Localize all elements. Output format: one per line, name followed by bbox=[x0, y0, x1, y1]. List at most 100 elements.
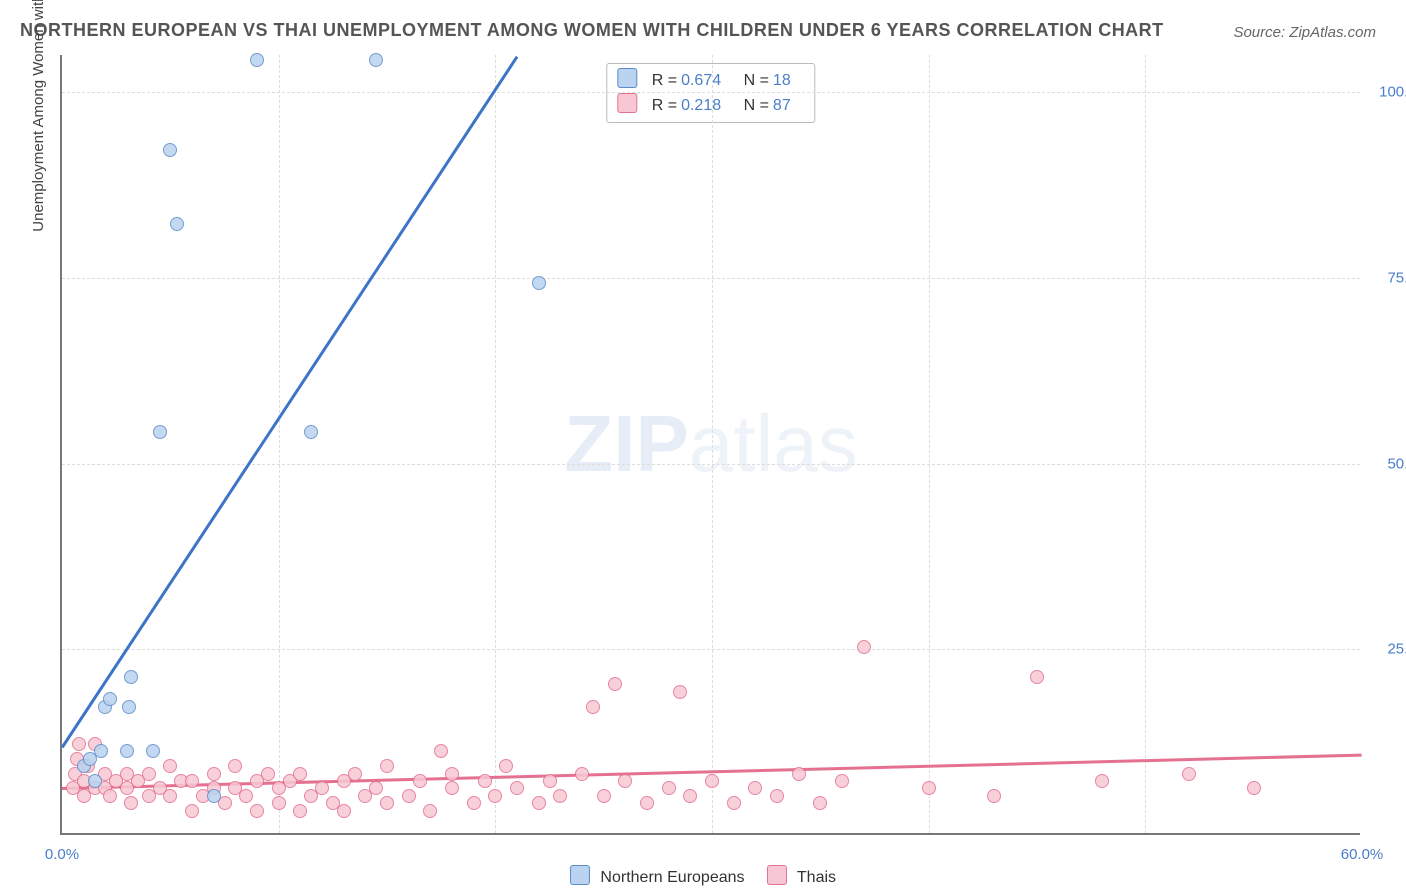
legend-swatch-a bbox=[570, 865, 590, 885]
scatter-point-b bbox=[423, 804, 437, 818]
scatter-point-b bbox=[727, 796, 741, 810]
gridline-h bbox=[62, 464, 1360, 465]
scatter-point-b bbox=[445, 781, 459, 795]
gridline-h bbox=[62, 92, 1360, 93]
scatter-point-b bbox=[575, 767, 589, 781]
scatter-point-b bbox=[239, 789, 253, 803]
gridline-v bbox=[712, 55, 713, 833]
scatter-point-b bbox=[673, 685, 687, 699]
watermark: ZIPatlas bbox=[564, 398, 857, 490]
scatter-point-b bbox=[369, 781, 383, 795]
scatter-point-b bbox=[293, 804, 307, 818]
scatter-point-a bbox=[120, 744, 134, 758]
scatter-point-b bbox=[163, 759, 177, 773]
scatter-point-a bbox=[532, 276, 546, 290]
scatter-point-b bbox=[987, 789, 1001, 803]
scatter-point-b bbox=[72, 737, 86, 751]
scatter-point-b bbox=[124, 796, 138, 810]
scatter-point-b bbox=[922, 781, 936, 795]
scatter-point-b bbox=[1030, 670, 1044, 684]
scatter-point-b bbox=[499, 759, 513, 773]
scatter-point-a bbox=[94, 744, 108, 758]
scatter-point-b bbox=[413, 774, 427, 788]
scatter-point-b bbox=[618, 774, 632, 788]
gridline-v bbox=[1145, 55, 1146, 833]
scatter-point-b bbox=[857, 640, 871, 654]
swatch-b bbox=[617, 93, 637, 113]
scatter-point-a bbox=[170, 217, 184, 231]
scatter-point-b bbox=[478, 774, 492, 788]
source-label: Source: ZipAtlas.com bbox=[1233, 24, 1376, 41]
gridline-v bbox=[929, 55, 930, 833]
scatter-point-b bbox=[380, 759, 394, 773]
scatter-point-b bbox=[207, 767, 221, 781]
scatter-point-b bbox=[272, 796, 286, 810]
scatter-point-b bbox=[250, 804, 264, 818]
xtick-label-left: 0.0% bbox=[45, 846, 79, 863]
xtick-label-right: 60.0% bbox=[1341, 846, 1384, 863]
scatter-point-b bbox=[185, 774, 199, 788]
scatter-point-b bbox=[261, 767, 275, 781]
scatter-point-b bbox=[402, 789, 416, 803]
scatter-point-b bbox=[445, 767, 459, 781]
scatter-point-b bbox=[348, 767, 362, 781]
regression-line-a bbox=[61, 56, 518, 748]
scatter-point-b bbox=[1095, 774, 1109, 788]
scatter-point-b bbox=[705, 774, 719, 788]
stats-row-b: R =0.218 N =87 bbox=[617, 93, 804, 118]
y-axis-label: Unemployment Among Women with Children U… bbox=[30, 0, 47, 232]
scatter-point-b bbox=[640, 796, 654, 810]
legend-label-b: Thais bbox=[797, 869, 836, 886]
scatter-point-b bbox=[337, 804, 351, 818]
gridline-v bbox=[495, 55, 496, 833]
scatter-point-b bbox=[770, 789, 784, 803]
scatter-point-a bbox=[88, 774, 102, 788]
chart-title: NORTHERN EUROPEAN VS THAI UNEMPLOYMENT A… bbox=[20, 20, 1164, 41]
scatter-point-b bbox=[748, 781, 762, 795]
legend-swatch-b bbox=[767, 865, 787, 885]
ytick-label: 50.0% bbox=[1370, 455, 1406, 472]
scatter-point-a bbox=[122, 700, 136, 714]
swatch-a bbox=[617, 68, 637, 88]
scatter-point-b bbox=[467, 796, 481, 810]
scatter-point-a bbox=[163, 143, 177, 157]
scatter-point-b bbox=[597, 789, 611, 803]
scatter-point-a bbox=[207, 789, 221, 803]
gridline-v bbox=[279, 55, 280, 833]
plot-area: ZIPatlas R =0.674 N =18 R =0.218 N =87 2… bbox=[60, 55, 1360, 835]
scatter-point-a bbox=[250, 53, 264, 67]
scatter-point-a bbox=[146, 744, 160, 758]
scatter-point-b bbox=[813, 796, 827, 810]
legend-label-a: Northern Europeans bbox=[600, 869, 744, 886]
legend-bottom: Northern Europeans Thais bbox=[570, 865, 836, 887]
ytick-label: 100.0% bbox=[1370, 84, 1406, 101]
scatter-point-b bbox=[553, 789, 567, 803]
ytick-label: 75.0% bbox=[1370, 269, 1406, 286]
scatter-point-b bbox=[142, 767, 156, 781]
scatter-point-a bbox=[304, 425, 318, 439]
scatter-point-a bbox=[103, 692, 117, 706]
scatter-point-a bbox=[369, 53, 383, 67]
scatter-point-b bbox=[293, 767, 307, 781]
scatter-point-b bbox=[434, 744, 448, 758]
scatter-point-a bbox=[153, 425, 167, 439]
scatter-point-b bbox=[683, 789, 697, 803]
scatter-point-b bbox=[315, 781, 329, 795]
scatter-point-b bbox=[380, 796, 394, 810]
gridline-h bbox=[62, 278, 1360, 279]
scatter-point-b bbox=[532, 796, 546, 810]
scatter-point-a bbox=[124, 670, 138, 684]
scatter-point-b bbox=[1247, 781, 1261, 795]
scatter-point-b bbox=[662, 781, 676, 795]
scatter-point-b bbox=[163, 789, 177, 803]
ytick-label: 25.0% bbox=[1370, 641, 1406, 658]
scatter-point-b bbox=[835, 774, 849, 788]
scatter-point-b bbox=[1182, 767, 1196, 781]
scatter-point-b bbox=[586, 700, 600, 714]
stats-row-a: R =0.674 N =18 bbox=[617, 68, 804, 93]
scatter-point-b bbox=[228, 759, 242, 773]
gridline-h bbox=[62, 649, 1360, 650]
scatter-point-b bbox=[510, 781, 524, 795]
scatter-point-b bbox=[185, 804, 199, 818]
scatter-point-b bbox=[608, 677, 622, 691]
